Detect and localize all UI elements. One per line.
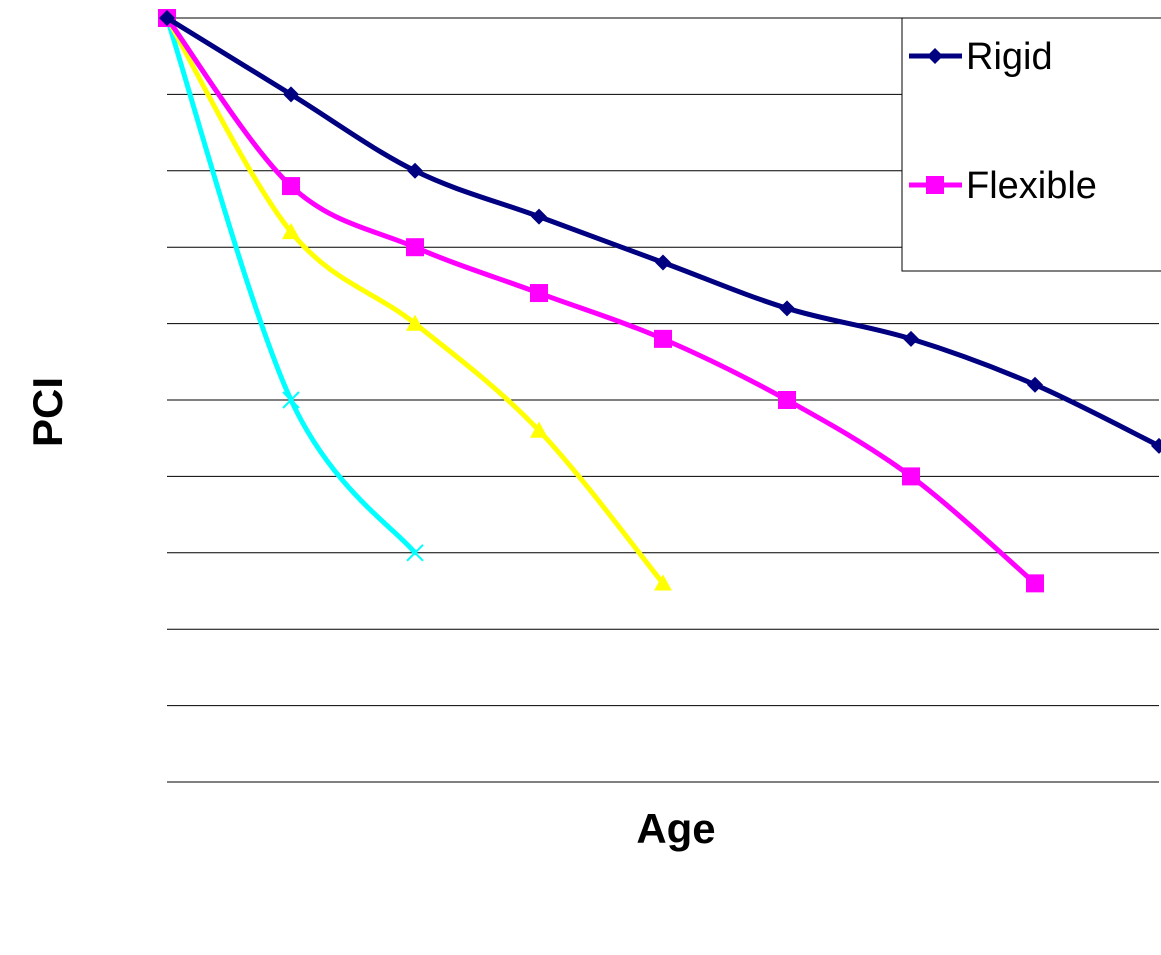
data-point-x-stroke bbox=[282, 391, 300, 409]
series-group bbox=[159, 10, 1161, 454]
data-point-square bbox=[778, 391, 796, 409]
data-point-triangle bbox=[406, 314, 424, 331]
data-point-triangle bbox=[654, 574, 672, 591]
data-point-diamond bbox=[927, 48, 943, 64]
plot-area bbox=[158, 9, 1161, 593]
legend-label: Rigid bbox=[966, 36, 1053, 78]
data-point-diamond bbox=[531, 208, 547, 225]
series-line bbox=[164, 15, 418, 556]
data-point-diamond bbox=[1151, 437, 1161, 454]
data-point-x-stroke bbox=[406, 544, 424, 562]
series-line bbox=[164, 15, 666, 586]
data-point-square bbox=[1026, 574, 1044, 593]
data-point-diamond bbox=[159, 10, 175, 26]
x-axis-title: Age bbox=[636, 805, 715, 852]
data-point-square bbox=[926, 176, 944, 194]
legend-label: Flexible bbox=[966, 165, 1097, 207]
data-point-diamond bbox=[779, 300, 795, 317]
legend-box bbox=[901, 17, 1161, 272]
series-group bbox=[158, 9, 672, 591]
data-point-square bbox=[406, 238, 424, 257]
legend-items: Rigid Flexible bbox=[909, 36, 1097, 207]
data-point-square bbox=[902, 467, 920, 486]
data-point-square bbox=[654, 329, 672, 348]
data-point-triangle bbox=[530, 421, 548, 438]
data-point-square bbox=[282, 177, 300, 196]
data-point-diamond bbox=[903, 330, 919, 347]
data-point-square bbox=[530, 284, 548, 303]
data-point-x bbox=[282, 391, 300, 409]
legend: Rigid Flexible bbox=[901, 17, 1161, 272]
series-group bbox=[158, 9, 1044, 593]
data-point-diamond bbox=[655, 254, 671, 271]
data-point-triangle bbox=[282, 222, 300, 240]
data-point-diamond bbox=[1027, 376, 1043, 393]
y-axis-title: PCI bbox=[24, 377, 71, 447]
data-point-diamond bbox=[283, 86, 299, 103]
data-point-diamond bbox=[407, 162, 423, 179]
legend-entry: Flexible bbox=[909, 165, 1097, 207]
legend-entry: Rigid bbox=[909, 36, 1053, 78]
data-point-x bbox=[406, 544, 424, 562]
